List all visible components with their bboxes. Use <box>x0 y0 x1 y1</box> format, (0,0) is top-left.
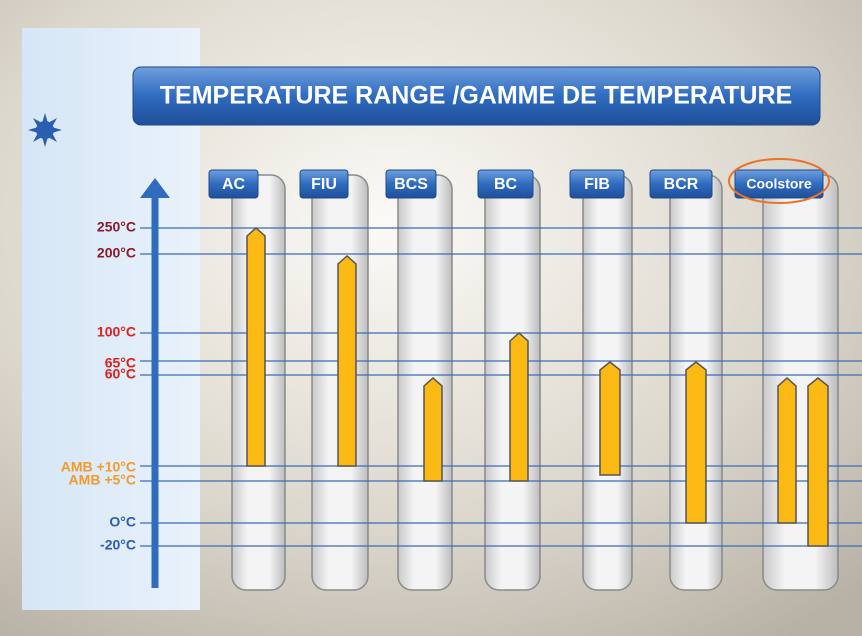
range-bar <box>423 376 443 482</box>
sun-ray <box>28 127 38 133</box>
column-label: Coolstore <box>746 176 812 192</box>
level-label: AMB +10°C <box>61 459 136 475</box>
column-label: BC <box>494 176 518 193</box>
column-tab <box>477 169 534 199</box>
range-bar <box>807 377 829 547</box>
column-tab <box>734 169 824 199</box>
sun-ray <box>42 137 48 147</box>
level-label: 65°C <box>105 355 136 371</box>
column-tab <box>385 169 437 199</box>
title-box <box>132 66 821 126</box>
range-bar <box>685 361 707 524</box>
level-label: O°C <box>109 514 136 530</box>
range-bar <box>777 376 797 524</box>
range-bar <box>337 254 357 467</box>
column-label: BCR <box>664 176 699 193</box>
column-label: FIU <box>311 176 337 193</box>
column-label: FIB <box>584 176 610 193</box>
level-label: AMB +5°C <box>69 472 136 488</box>
range-bar <box>599 361 621 476</box>
column-tab <box>569 169 625 199</box>
column-tab <box>299 169 349 199</box>
title: TEMPERATURE RANGE /GAMME DE TEMPERATURE <box>160 82 792 110</box>
level-label: 60°C <box>105 366 136 382</box>
column-tube <box>397 174 453 591</box>
sun-ray <box>52 127 62 133</box>
arrow-head <box>140 178 170 198</box>
column-tab <box>649 169 713 199</box>
level-label: 250°C <box>97 219 136 235</box>
sun-core <box>36 121 54 139</box>
highlight-ellipse <box>728 158 830 204</box>
range-bar <box>246 226 266 467</box>
level-label: 200°C <box>97 245 136 261</box>
column-label: BCS <box>394 176 428 193</box>
column-label: AC <box>222 176 246 193</box>
range-bar <box>509 331 529 482</box>
level-label: 100°C <box>97 324 136 340</box>
column-tab <box>208 169 259 199</box>
sun-ray <box>42 113 48 123</box>
sun-icon <box>28 113 62 147</box>
level-label: -20°C <box>100 537 136 553</box>
